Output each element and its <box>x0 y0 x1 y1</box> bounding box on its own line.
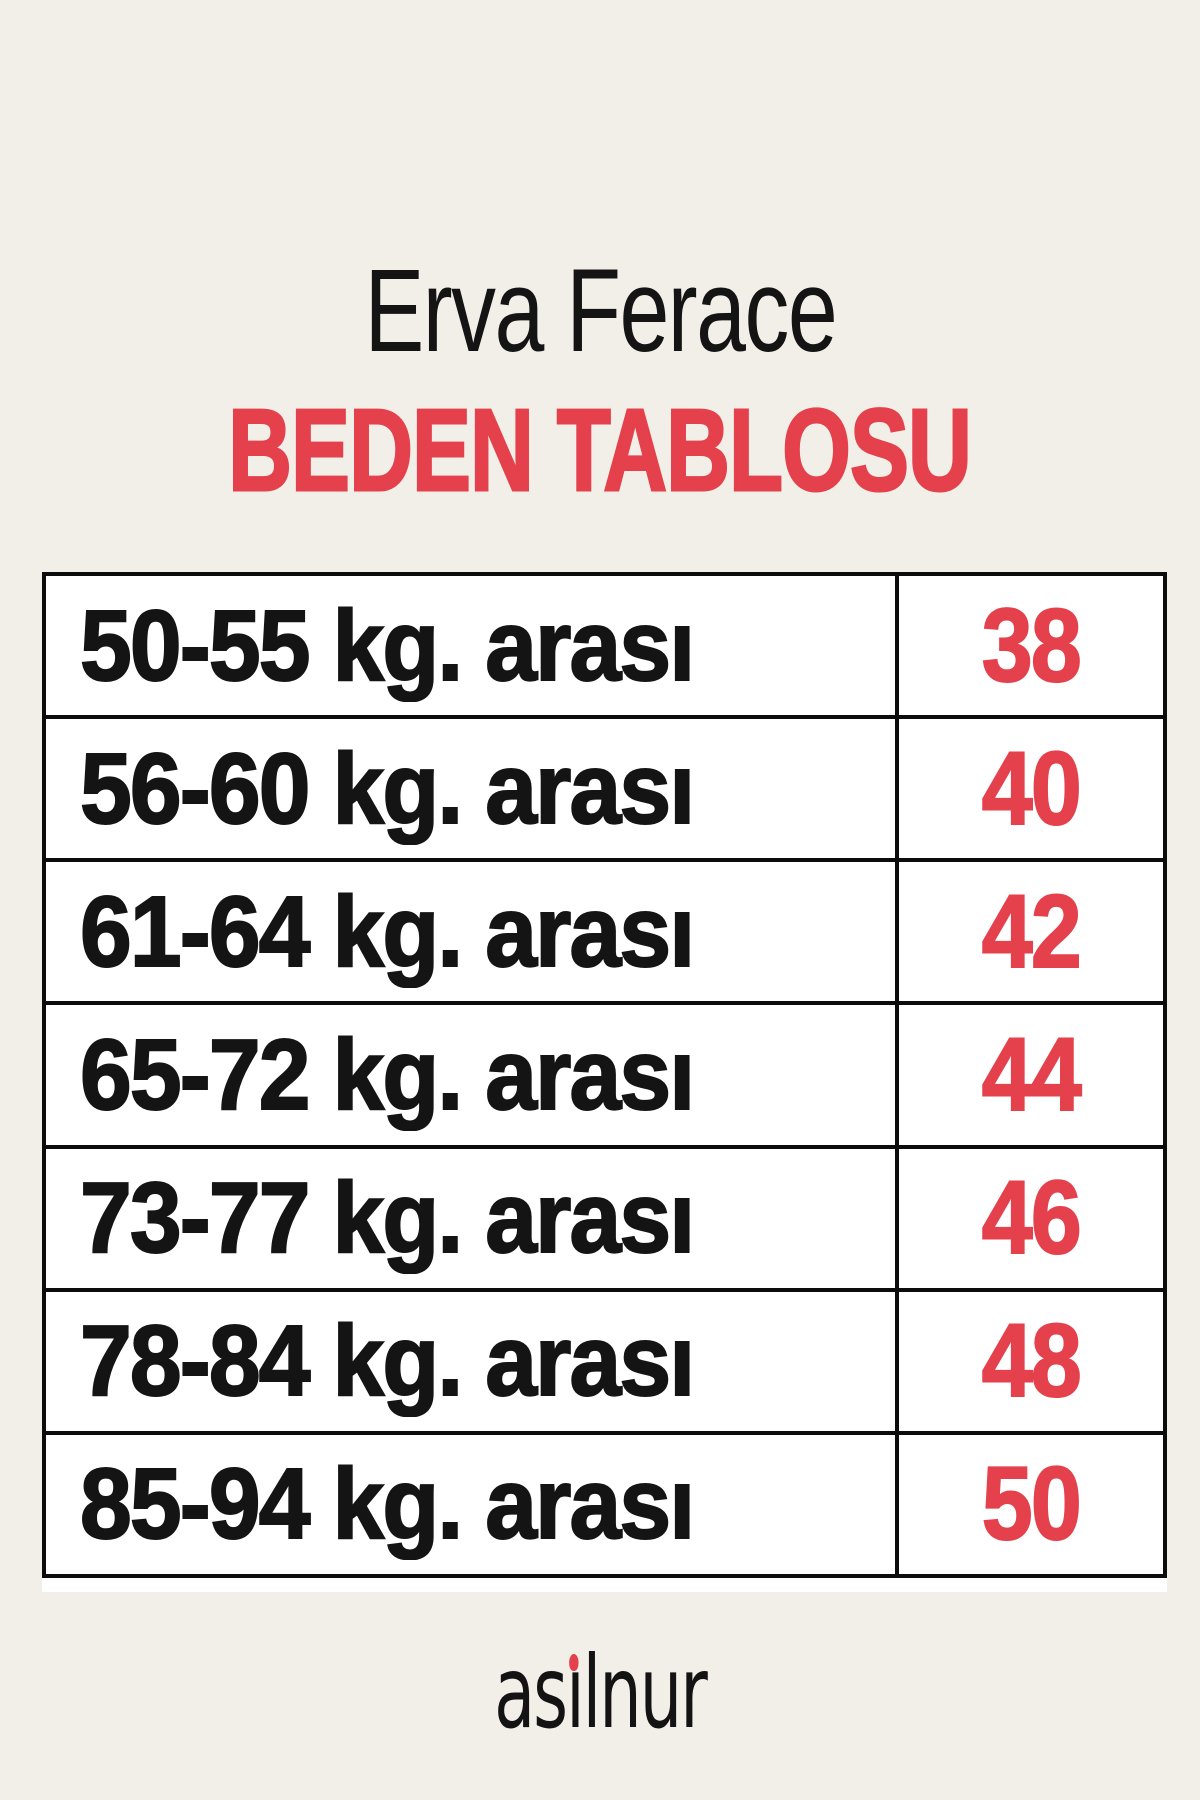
red-dot-icon <box>569 1654 579 1671</box>
table-row: 61-64 kg. arası 42 <box>46 862 1163 1006</box>
weight-cell: 73-77 kg. arası <box>46 1148 900 1288</box>
size-value: 50 <box>981 1446 1083 1563</box>
weight-cell: 50-55 kg. arası <box>46 576 900 716</box>
weight-cell: 85-94 kg. arası <box>46 1434 900 1574</box>
brand-logo: ası lnur <box>0 1643 1200 1743</box>
weight-cell: 61-64 kg. arası <box>46 862 900 1002</box>
size-cell: 44 <box>899 1005 1163 1144</box>
weight-cell: 78-84 kg. arası <box>46 1291 900 1431</box>
size-cell: 40 <box>899 719 1163 858</box>
weight-range-label: 65-72 kg. arası <box>79 1018 696 1131</box>
page-subtitle-text: BEDEN TABLOSU <box>227 385 973 515</box>
size-table: 50-55 kg. arası 38 56-60 kg. arası 40 61… <box>42 572 1167 1578</box>
size-cell: 48 <box>899 1292 1163 1431</box>
table-row: 73-77 kg. arası 46 <box>46 1148 1163 1292</box>
weight-range-label: 85-94 kg. arası <box>79 1448 696 1561</box>
weight-range-label: 56-60 kg. arası <box>79 732 696 845</box>
brand-logo-part2: lnur <box>582 1634 708 1751</box>
size-cell: 42 <box>899 862 1163 1001</box>
table-row: 85-94 kg. arası 50 <box>46 1434 1163 1574</box>
weight-cell: 65-72 kg. arası <box>46 1005 900 1145</box>
weight-range-label: 50-55 kg. arası <box>79 589 696 702</box>
size-value: 44 <box>981 1016 1083 1133</box>
size-value: 38 <box>981 587 1083 704</box>
brand-logo-text: ası lnur <box>494 1643 708 1743</box>
weight-cell: 56-60 kg. arası <box>46 719 900 859</box>
weight-range-label: 73-77 kg. arası <box>79 1162 696 1275</box>
table-row: 78-84 kg. arası 48 <box>46 1291 1163 1435</box>
size-value: 48 <box>981 1303 1083 1420</box>
table-row: 50-55 kg. arası 38 <box>46 576 1163 720</box>
size-cell: 38 <box>899 576 1163 715</box>
brand-logo-i-char: ı <box>566 1634 585 1751</box>
page-title: Erva Ferace <box>0 252 1200 370</box>
size-table-wrapper: 50-55 kg. arası 38 56-60 kg. arası 40 61… <box>42 572 1167 1592</box>
page-title-text: Erva Ferace <box>364 245 837 377</box>
weight-range-label: 61-64 kg. arası <box>79 875 696 988</box>
table-row: 56-60 kg. arası 40 <box>46 719 1163 863</box>
size-value: 40 <box>981 730 1083 847</box>
size-value: 42 <box>981 873 1083 990</box>
page-subtitle: BEDEN TABLOSU <box>0 385 1200 515</box>
brand-logo-i: ı <box>566 1643 585 1743</box>
size-value: 46 <box>981 1160 1083 1277</box>
size-cell: 50 <box>899 1435 1163 1574</box>
weight-range-label: 78-84 kg. arası <box>79 1305 696 1418</box>
size-cell: 46 <box>899 1149 1163 1288</box>
table-row: 65-72 kg. arası 44 <box>46 1005 1163 1149</box>
brand-logo-part1: as <box>494 1634 568 1751</box>
